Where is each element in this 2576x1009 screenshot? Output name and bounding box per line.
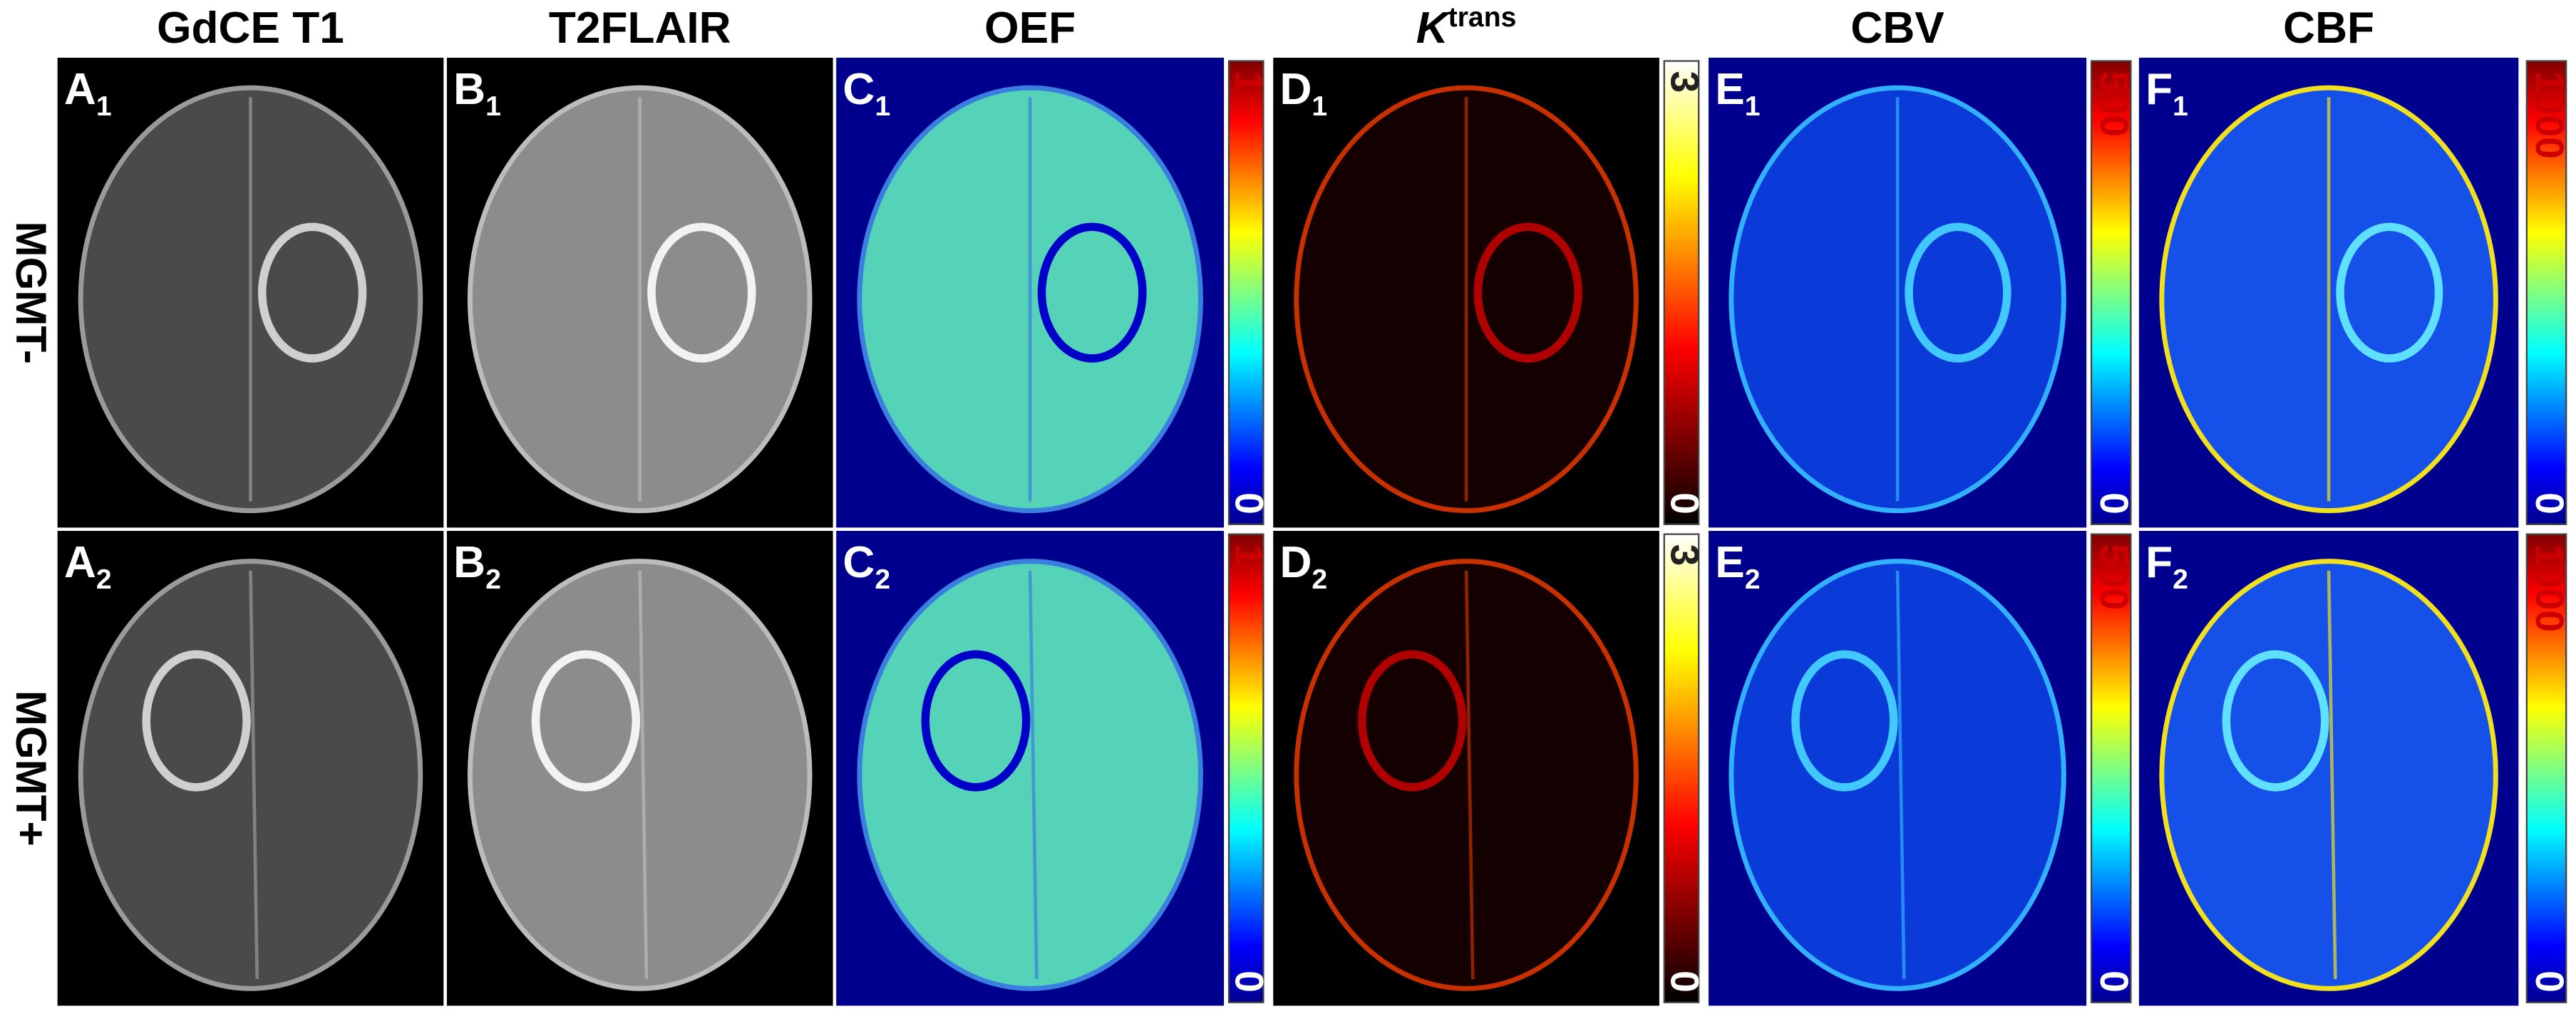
panel-label: E2 [1715,538,1760,595]
colorbar-min-label: 0 [1227,492,1272,514]
colorbar-max-label: 1000 [2528,544,2572,633]
midline [638,570,649,980]
colorbar-min-label: 0 [2092,971,2136,993]
column-header: CBV [1850,4,1944,53]
colorbar-min-label: 0 [1662,492,1706,514]
header-text: CBV [1850,4,1944,53]
colorbar-max-label: 1000 [2528,71,2572,159]
midline [1895,570,1906,980]
panel-subscript: 2 [1312,564,1327,595]
lesion [921,650,1031,792]
column-header: GdCE T1 [157,4,344,53]
header-text: OEF [984,4,1076,53]
lesion [2222,650,2329,792]
lesion [1473,222,1582,363]
panel-letter: A [64,538,96,587]
panel-subscript: 2 [2173,564,2188,595]
panel-label: D2 [1279,538,1327,595]
lesion [2336,222,2443,363]
colorbar-max-label: 3 [1662,71,1706,93]
panel-subscript: 2 [485,564,501,595]
header-text: T2FLAIR [549,4,731,53]
colorbar [2525,60,2567,525]
colorbar [1663,60,1700,525]
panel-label: E1 [1715,65,1760,122]
colorbar-max-label: 1 [1227,544,1272,566]
panel-letter: B [453,65,485,114]
panel-letter: E [1715,538,1745,587]
colorbar-max-label: 500 [2092,71,2136,137]
lesion [1791,650,1898,792]
row-label: MGMT- [7,221,55,363]
header-text: CBF [2283,4,2374,53]
panel-label: C2 [843,538,890,595]
column-header: Ktrans [1416,1,1517,53]
colorbar-min-label: 0 [2092,492,2136,514]
panel-label: A1 [64,65,112,122]
midline [1464,570,1475,980]
panel-subscript: 1 [875,90,890,122]
header-text: GdCE T1 [157,4,344,53]
column-header: OEF [984,4,1076,53]
lesion [257,222,367,363]
colorbar-max-label: 1 [1227,71,1272,93]
header-text: K [1416,4,1451,53]
panel-subscript: 2 [875,564,890,595]
panel-letter: C [843,538,875,587]
panel-label: C1 [843,65,890,122]
panel-letter: C [843,65,875,114]
lesion [1037,222,1147,363]
panel-subscript: 1 [2173,90,2188,122]
panel-subscript: 1 [485,90,501,122]
panel-subscript: 1 [96,90,112,122]
panel-subscript: 1 [1745,90,1761,122]
panel-letter: E [1715,65,1745,114]
colorbar [2525,533,2567,1003]
panel-subscript: 2 [1745,564,1761,595]
colorbar [2090,60,2132,525]
row-label: MGMT+ [7,690,55,847]
colorbar [1227,60,1264,525]
midline [249,570,259,980]
panel-label: B1 [453,65,501,122]
colorbar [1227,533,1264,1003]
column-header: CBF [2283,4,2374,53]
lesion [647,222,756,363]
lesion [1358,650,1467,792]
midline [2327,570,2337,980]
colorbar-min-label: 0 [1227,971,1272,993]
column-header: T2FLAIR [549,4,731,53]
colorbar [1663,533,1700,1003]
panel-letter: D [1279,538,1312,587]
panel-label: A2 [64,538,112,595]
colorbar-max-label: 500 [2092,544,2136,611]
panel-letter: A [64,65,96,114]
header-superscript: trans [1448,1,1517,33]
lesion [142,650,251,792]
colorbar-min-label: 0 [2528,492,2572,514]
panel-label: F1 [2145,65,2188,122]
panel-letter: F [2145,65,2173,114]
panel-label: D1 [1279,65,1327,122]
colorbar [2090,533,2132,1003]
colorbar-min-label: 0 [2528,971,2572,993]
panel-letter: B [453,538,485,587]
panel-label: F2 [2145,538,2188,595]
lesion [1905,222,2011,363]
colorbar-min-label: 0 [1662,971,1706,993]
colorbar-max-label: 3 [1662,544,1706,566]
panel-letter: F [2145,538,2173,587]
panel-subscript: 2 [96,564,112,595]
panel-letter: D [1279,65,1312,114]
lesion [531,650,641,792]
panel-subscript: 1 [1312,90,1327,122]
midline [1028,570,1039,980]
panel-label: B2 [453,538,501,595]
